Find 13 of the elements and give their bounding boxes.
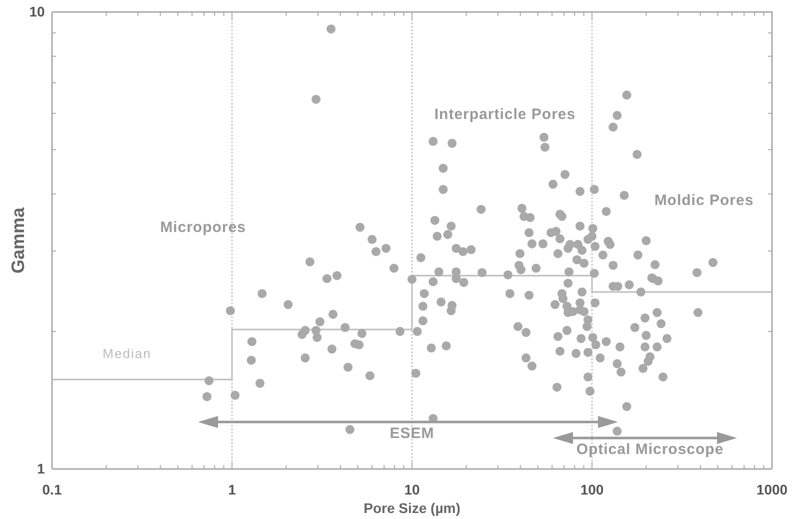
x-tick-label: 1000 xyxy=(756,481,788,498)
x-tick-label: 0.1 xyxy=(42,481,62,498)
annotation: Moldic Pores xyxy=(654,192,754,209)
x-tick-label: 100 xyxy=(580,481,604,498)
x-axis-title: Pore Size (µm) xyxy=(364,500,460,516)
x-tick-label: 1 xyxy=(228,481,236,498)
y-axis-title: Gamma xyxy=(8,206,28,274)
annotation: Optical Microscope xyxy=(576,441,724,458)
annotation: Median xyxy=(102,346,152,361)
x-tick-label: 10 xyxy=(404,481,420,498)
annotation: ESEM xyxy=(390,425,434,442)
annotation: Interparticle Pores xyxy=(434,106,576,123)
annotation: Micropores xyxy=(160,219,246,236)
